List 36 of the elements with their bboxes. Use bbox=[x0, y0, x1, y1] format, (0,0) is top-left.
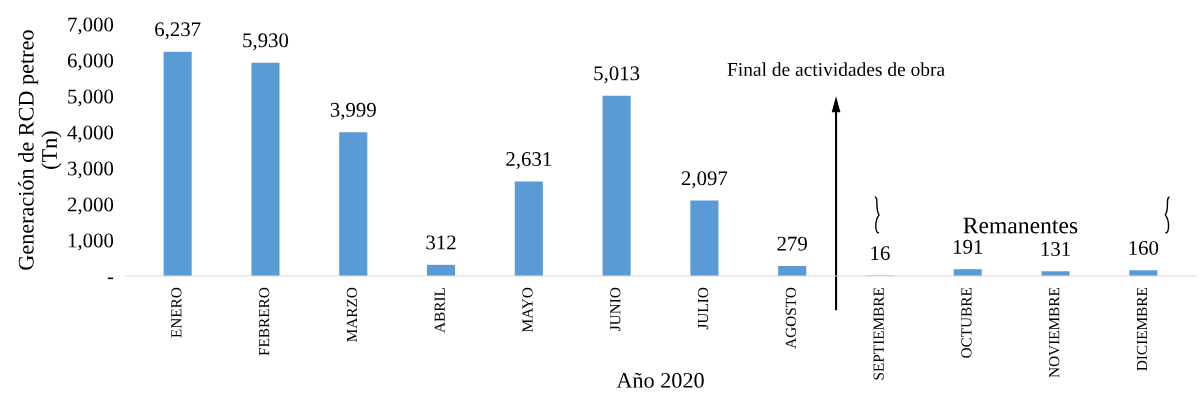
data-label: 279 bbox=[777, 236, 807, 251]
data-label: 3,999 bbox=[330, 102, 376, 120]
data-label: 5,930 bbox=[243, 33, 289, 51]
x-tick-label: MARZO bbox=[346, 287, 358, 342]
data-label: 312 bbox=[426, 235, 456, 250]
data-label: 5,013 bbox=[594, 66, 640, 84]
data-label: 2,631 bbox=[506, 152, 552, 170]
y-tick-label: 7,000 bbox=[68, 17, 114, 35]
x-tick-label: DICIEMBRE bbox=[1136, 287, 1148, 371]
annotation: Remanentes bbox=[963, 217, 1078, 234]
annotation: Final de actividades de obra bbox=[727, 62, 945, 76]
x-tick-label: MAYO bbox=[522, 287, 533, 333]
x-tick-label: JUNIO bbox=[610, 287, 621, 331]
data-label: 6,237 bbox=[155, 22, 201, 40]
y-tick-label: 5,000 bbox=[68, 89, 114, 107]
x-tick-label: ABRIL bbox=[434, 288, 445, 333]
y-tick-label: - bbox=[107, 277, 114, 280]
y-tick-label: 4,000 bbox=[67, 125, 114, 143]
data-label: 16 bbox=[871, 246, 890, 261]
y-tick-label: 3,000 bbox=[68, 161, 114, 179]
x-axis-title: Año 2020 bbox=[616, 372, 704, 388]
x-tick-label: AGOSTO bbox=[785, 287, 796, 349]
x-tick-label: OCTUBRE bbox=[961, 287, 972, 358]
data-label: 131 bbox=[1041, 242, 1070, 256]
x-tick-label: NOVIEMBRE bbox=[1049, 287, 1060, 378]
data-label: 2,097 bbox=[681, 171, 728, 189]
x-tick-label: FEBRERO bbox=[259, 287, 270, 356]
y-axis-title: Generación de RCD petreo (Tn) bbox=[18, 30, 62, 270]
data-label: 160 bbox=[1129, 240, 1159, 255]
y-tick-label: 1,000 bbox=[68, 233, 114, 251]
y-tick-label: 6,000 bbox=[67, 53, 114, 71]
data-label: 191 bbox=[953, 239, 983, 254]
x-tick-label: SEPTIEMBRE bbox=[873, 287, 884, 380]
y-tick-label: 2,000 bbox=[67, 197, 114, 215]
x-tick-label: ENERO bbox=[171, 287, 182, 338]
x-tick-label: JULIO bbox=[697, 287, 709, 330]
